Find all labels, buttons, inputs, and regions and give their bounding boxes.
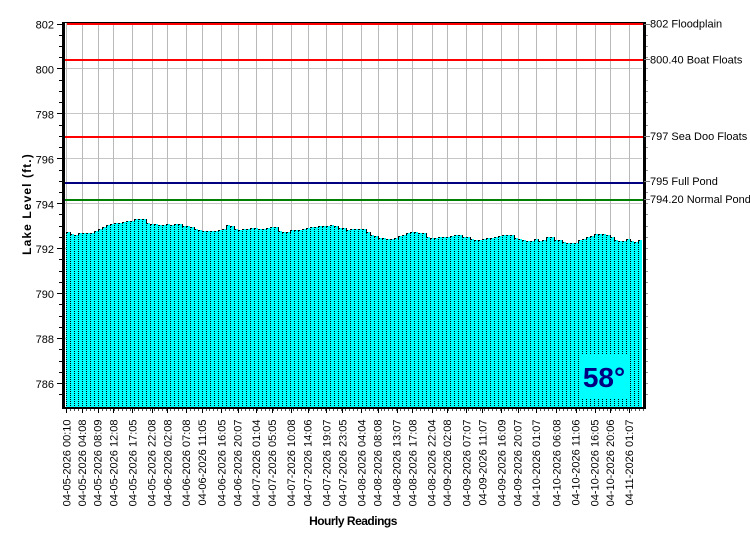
svg-text:04-10-2026 20:06: 04-10-2026 20:06 [605, 420, 617, 507]
svg-text:802: 802 [36, 20, 54, 32]
svg-text:04-08-2026 08:08: 04-08-2026 08:08 [373, 420, 385, 507]
svg-text:792: 792 [36, 244, 54, 256]
svg-text:795 Full Pond: 795 Full Pond [650, 176, 718, 188]
svg-text:794.20 Normal Pond: 794.20 Normal Pond [650, 194, 750, 206]
svg-text:04-07-2026 10:08: 04-07-2026 10:08 [286, 420, 298, 507]
svg-text:04-05-2026 08:09: 04-05-2026 08:09 [93, 420, 105, 507]
svg-text:Lake Level (ft.): Lake Level (ft.) [20, 153, 34, 255]
svg-text:790: 790 [36, 289, 54, 301]
svg-text:04-05-2026 22:08: 04-05-2026 22:08 [147, 420, 159, 507]
svg-text:04-08-2026 17:08: 04-08-2026 17:08 [407, 420, 419, 507]
svg-text:04-08-2026 13:07: 04-08-2026 13:07 [392, 420, 404, 507]
svg-text:04-08-2026 22:04: 04-08-2026 22:04 [427, 420, 439, 507]
svg-text:04-08-2026 04:04: 04-08-2026 04:04 [356, 420, 368, 507]
svg-text:04-11-2026 01:07: 04-11-2026 01:07 [624, 420, 636, 506]
svg-text:797 Sea Doo Floats: 797 Sea Doo Floats [650, 131, 748, 143]
svg-text:04-07-2026 05:05: 04-07-2026 05:05 [267, 420, 279, 507]
svg-text:04-09-2026 02:08: 04-09-2026 02:08 [442, 420, 454, 507]
svg-text:04-06-2026 20:07: 04-06-2026 20:07 [233, 420, 245, 507]
svg-text:798: 798 [36, 109, 54, 121]
svg-text:04-10-2026 16:05: 04-10-2026 16:05 [590, 420, 602, 507]
svg-text:800: 800 [36, 64, 54, 76]
svg-text:04-09-2026 20:07: 04-09-2026 20:07 [513, 420, 525, 507]
svg-text:802 Floodplain: 802 Floodplain [650, 19, 722, 31]
svg-text:794: 794 [36, 199, 54, 211]
svg-text:04-09-2026 16:09: 04-09-2026 16:09 [496, 420, 508, 507]
svg-text:788: 788 [36, 334, 54, 346]
svg-text:796: 796 [36, 154, 54, 166]
svg-text:04-05-2026 12:08: 04-05-2026 12:08 [108, 420, 120, 507]
svg-text:04-05-2026 04:08: 04-05-2026 04:08 [77, 420, 89, 507]
svg-text:04-09-2026 07:07: 04-09-2026 07:07 [461, 420, 473, 507]
svg-text:786: 786 [36, 379, 54, 391]
svg-text:04-06-2026 02:08: 04-06-2026 02:08 [162, 420, 174, 507]
svg-text:04-05-2026 17:05: 04-05-2026 17:05 [127, 420, 139, 507]
svg-text:04-07-2026 23:05: 04-07-2026 23:05 [338, 420, 350, 507]
svg-text:04-07-2026 14:06: 04-07-2026 14:06 [303, 420, 315, 507]
svg-text:58°: 58° [583, 362, 625, 393]
svg-text:04-06-2026 07:08: 04-06-2026 07:08 [181, 420, 193, 507]
svg-text:04-05-2026 00:10: 04-05-2026 00:10 [61, 420, 73, 507]
svg-text:04-06-2026 11:05: 04-06-2026 11:05 [197, 420, 209, 506]
svg-text:04-10-2026 11:06: 04-10-2026 11:06 [571, 420, 583, 506]
svg-text:04-10-2026 01:07: 04-10-2026 01:07 [531, 420, 543, 507]
svg-text:04-10-2026 06:08: 04-10-2026 06:08 [551, 420, 563, 507]
svg-text:04-06-2026 16:05: 04-06-2026 16:05 [216, 420, 228, 507]
svg-text:Hourly Readings: Hourly Readings [309, 514, 398, 528]
svg-text:800.40 Boat Floats: 800.40 Boat Floats [650, 54, 743, 66]
svg-text:04-09-2026 11:07: 04-09-2026 11:07 [478, 420, 490, 506]
svg-text:04-07-2026 19:07: 04-07-2026 19:07 [321, 420, 333, 507]
svg-text:04-07-2026 01:04: 04-07-2026 01:04 [251, 420, 263, 507]
